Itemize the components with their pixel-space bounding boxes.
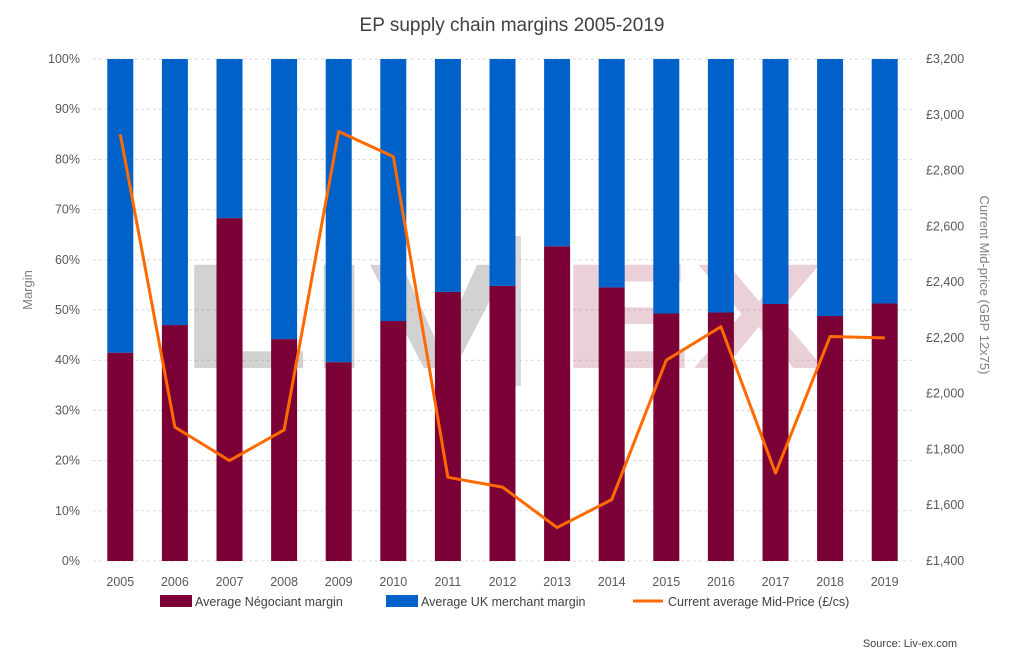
y2-tick-label: £3,200 (926, 52, 964, 66)
bar-merchant-margin (107, 59, 134, 353)
bar-merchant-margin (817, 59, 844, 317)
y-tick-label: 50% (55, 303, 80, 317)
y-tick-label: 20% (55, 454, 80, 468)
bar-merchant-margin (544, 59, 571, 247)
y-axis-left: 0% 10% 20% 30% 40% 50% 60% 70% 80% 90% 100% (48, 52, 80, 568)
bar-negociant-margin (871, 303, 898, 561)
x-tick-label: 2007 (216, 575, 244, 589)
y-tick-label: 70% (55, 203, 80, 217)
bar-negociant-margin (762, 303, 789, 561)
bar-merchant-margin (762, 59, 789, 304)
legend-label-merchant: Average UK merchant margin (421, 595, 585, 609)
y-tick-label: 90% (55, 102, 80, 116)
y-axis-right: £1,400 £1,600 £1,800 £2,000 £2,200 £2,400 £2,6… (926, 52, 964, 568)
y-tick-label: 10% (55, 504, 80, 518)
x-tick-label: 2009 (325, 575, 353, 589)
bar-merchant-margin (707, 59, 734, 313)
legend-swatch-merchant (386, 595, 418, 607)
bars (107, 59, 898, 561)
y-axis-label: Margin (20, 270, 35, 310)
bar-negociant-margin (161, 325, 188, 561)
y2-tick-label: £2,800 (926, 164, 964, 178)
y-tick-label: 40% (55, 353, 80, 367)
y2-axis-label: Current Mid-price (GBP 12x75) (977, 196, 992, 375)
x-tick-label: 2006 (161, 575, 189, 589)
x-tick-label: 2010 (379, 575, 407, 589)
bar-merchant-margin (598, 59, 625, 288)
x-tick-label: 2018 (816, 575, 844, 589)
y2-tick-label: £2,200 (926, 331, 964, 345)
bar-merchant-margin (325, 59, 352, 363)
x-tick-label: 2008 (270, 575, 298, 589)
bar-merchant-margin (380, 59, 407, 322)
bar-merchant-margin (653, 59, 680, 314)
bar-merchant-margin (489, 59, 516, 286)
y-tick-label: 60% (55, 253, 80, 267)
y2-tick-label: £2,400 (926, 275, 964, 289)
x-tick-label: 2016 (707, 575, 735, 589)
chart-title: EP supply chain margins 2005-2019 (360, 15, 665, 36)
bar-negociant-margin (489, 285, 516, 561)
x-tick-label: 2012 (489, 575, 517, 589)
x-tick-label: 2019 (871, 575, 899, 589)
bar-merchant-margin (216, 59, 243, 219)
x-tick-label: 2015 (652, 575, 680, 589)
bar-negociant-margin (107, 352, 134, 561)
x-tick-label: 2014 (598, 575, 626, 589)
y2-tick-label: £2,600 (926, 219, 964, 233)
x-tick-label: 2005 (106, 575, 134, 589)
y2-tick-label: £1,600 (926, 498, 964, 512)
bar-negociant-margin (598, 287, 625, 561)
y-tick-label: 80% (55, 152, 80, 166)
bar-merchant-margin (871, 59, 898, 304)
bar-negociant-margin (325, 362, 352, 561)
legend: Average Négociant margin Average UK merc… (160, 595, 849, 609)
source-note: Source: Liv-ex.com (863, 638, 957, 650)
bar-merchant-margin (161, 59, 188, 326)
y2-tick-label: £3,000 (926, 108, 964, 122)
bar-negociant-margin (817, 316, 844, 561)
y2-tick-label: £2,000 (926, 387, 964, 401)
bar-negociant-margin (380, 321, 407, 561)
bar-merchant-margin (271, 59, 298, 340)
x-tick-label: 2017 (762, 575, 790, 589)
x-tick-label: 2013 (543, 575, 571, 589)
legend-label-price: Current average Mid-Price (£/cs) (668, 595, 849, 609)
price-line (118, 130, 885, 530)
bar-negociant-margin (216, 218, 243, 561)
legend-swatch-negociant (160, 595, 192, 607)
y2-tick-label: £1,800 (926, 442, 964, 456)
price-line-layer (118, 130, 885, 530)
x-axis: 2005 2006 2007 2008 2009 2010 2011 2012 2013 2014… (106, 575, 898, 589)
y-tick-label: 100% (48, 52, 80, 66)
x-tick-label: 2011 (434, 575, 461, 589)
bar-merchant-margin (434, 59, 461, 292)
y-tick-label: 0% (62, 554, 80, 568)
y-tick-label: 30% (55, 403, 80, 417)
legend-label-negociant: Average Négociant margin (195, 595, 343, 609)
y2-tick-label: £1,400 (926, 554, 964, 568)
bar-negociant-margin (544, 246, 571, 561)
bar-negociant-margin (653, 313, 680, 561)
